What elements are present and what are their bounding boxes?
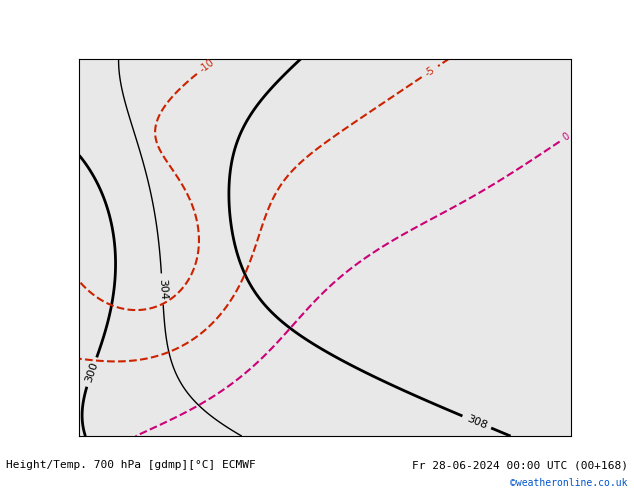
Text: ©weatheronline.co.uk: ©weatheronline.co.uk	[510, 478, 628, 488]
Text: 300: 300	[84, 361, 100, 384]
Text: -5: -5	[423, 65, 437, 78]
Text: 308: 308	[465, 413, 488, 431]
Text: Fr 28-06-2024 00:00 UTC (00+168): Fr 28-06-2024 00:00 UTC (00+168)	[411, 461, 628, 470]
Text: Height/Temp. 700 hPa [gdmp][°C] ECMWF: Height/Temp. 700 hPa [gdmp][°C] ECMWF	[6, 461, 256, 470]
Text: 0: 0	[561, 131, 572, 143]
Text: -10: -10	[198, 57, 216, 74]
Text: 304: 304	[157, 278, 168, 300]
